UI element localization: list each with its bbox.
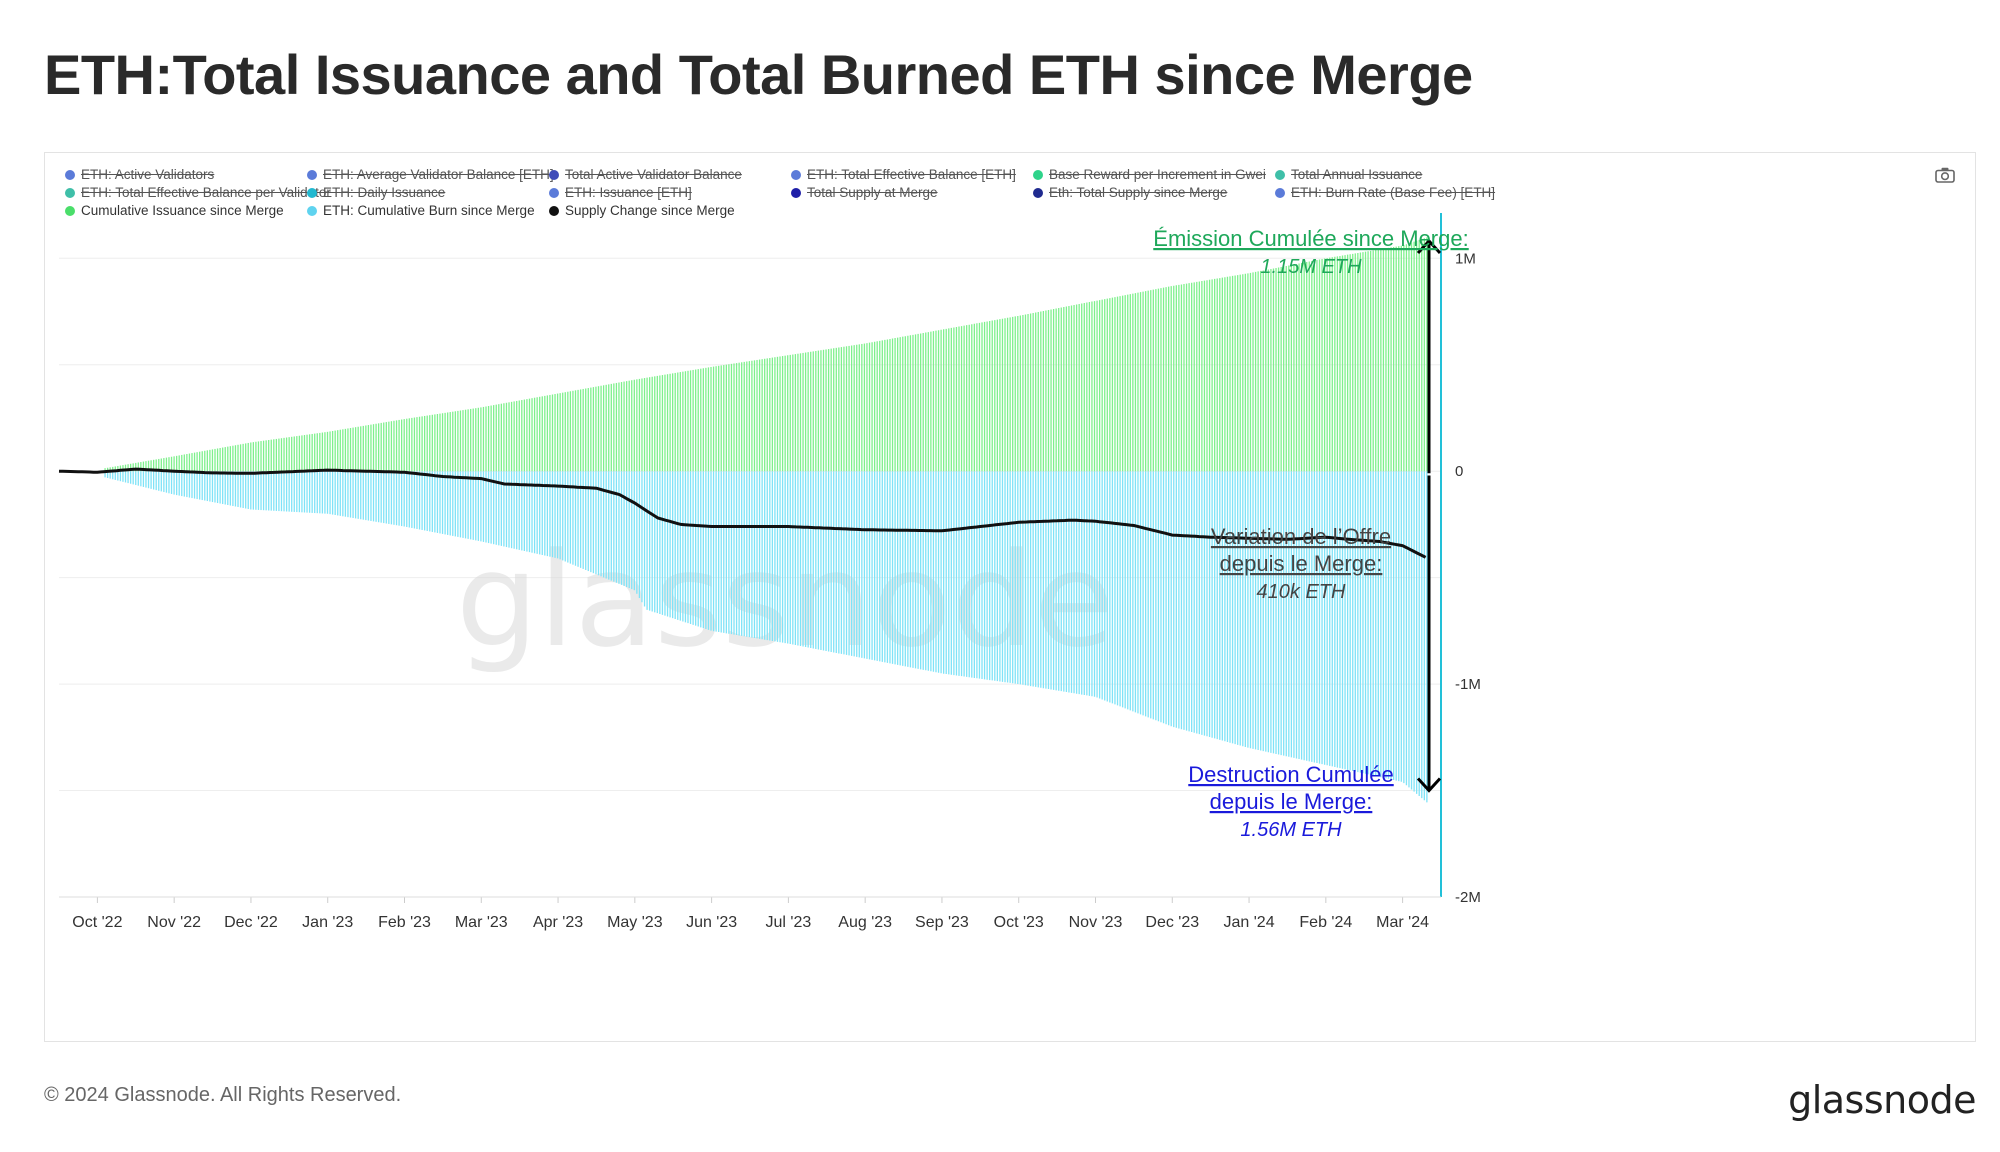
- x-tick-label: Dec '23: [1145, 914, 1199, 931]
- x-tick-label: Jun '23: [686, 914, 737, 931]
- legend-swatch: [65, 187, 75, 198]
- legend-item[interactable]: Total Supply at Merge: [791, 185, 938, 200]
- legend-swatch: [1033, 187, 1043, 198]
- legend-label: ETH: Average Validator Balance [ETH]: [323, 167, 554, 182]
- legend-item[interactable]: ETH: Active Validators: [65, 167, 214, 182]
- y-tick-label: -2M: [1455, 889, 1481, 906]
- legend-label: Total Annual Issuance: [1291, 167, 1423, 182]
- legend-label: Eth: Total Supply since Merge: [1049, 185, 1228, 200]
- legend-item[interactable]: ETH: Burn Rate (Base Fee) [ETH]: [1275, 185, 1495, 200]
- legend-swatch: [307, 205, 317, 216]
- chart-panel: ETH: Active Validators ETH: Average Valid…: [44, 152, 1976, 1042]
- legend-swatch: [307, 187, 317, 198]
- x-tick-label: Jan '24: [1224, 914, 1275, 931]
- x-tick-label: Oct '23: [994, 914, 1044, 931]
- x-tick-label: Aug '23: [838, 914, 892, 931]
- supply-change-line: [58, 467, 1427, 559]
- legend-swatch: [549, 205, 559, 216]
- legend-label: ETH: Active Validators: [81, 167, 215, 182]
- legend-swatch: [1275, 187, 1285, 198]
- x-tick-label: Apr '23: [533, 914, 583, 931]
- y-tick-label: 1M: [1455, 250, 1476, 267]
- legend-label: ETH: Total Effective Balance per Validat…: [81, 185, 331, 200]
- issuance-annotation-title: Émission Cumulée since Merge:: [1153, 226, 1468, 251]
- legend-swatch: [1033, 169, 1043, 180]
- legend-item[interactable]: ETH: Average Validator Balance [ETH]: [307, 167, 554, 182]
- page-title: ETH:Total Issuance and Total Burned ETH …: [44, 43, 1473, 106]
- legend-item[interactable]: Total Active Validator Balance: [549, 167, 742, 182]
- x-tick-label: Oct '22: [72, 914, 122, 931]
- x-tick-label: Jan '23: [302, 914, 353, 931]
- legend-label: Base Reward per Increment in Gwei: [1049, 167, 1266, 182]
- x-tick-label: Sep '23: [915, 914, 969, 931]
- legend-label: ETH: Issuance [ETH]: [565, 185, 692, 200]
- x-tick-label: May '23: [607, 914, 663, 931]
- x-tick-label: Nov '22: [147, 914, 201, 931]
- supply-annotation-title: depuis le Merge:: [1220, 551, 1383, 576]
- y-tick-label: 0: [1455, 463, 1463, 480]
- legend-label: ETH: Total Effective Balance [ETH]: [807, 167, 1016, 182]
- legend-item[interactable]: ETH: Issuance [ETH]: [549, 185, 692, 200]
- legend-swatch: [791, 187, 801, 198]
- legend-label: Total Supply at Merge: [807, 185, 938, 200]
- legend-swatch: [65, 205, 75, 216]
- legend-label: Cumulative Issuance since Merge: [81, 203, 284, 218]
- issuance-arrowhead: [1416, 238, 1442, 255]
- legend-item[interactable]: Total Annual Issuance: [1275, 167, 1422, 182]
- legend-swatch: [307, 169, 317, 180]
- x-tick-label: Mar '23: [455, 914, 508, 931]
- legend-label: Supply Change since Merge: [565, 203, 735, 218]
- legend-label: ETH: Burn Rate (Base Fee) [ETH]: [1291, 185, 1496, 200]
- footer-copyright: © 2024 Glassnode. All Rights Reserved.: [44, 1084, 402, 1106]
- burn-annotation-title: depuis le Merge:: [1210, 789, 1373, 814]
- legend-item[interactable]: ETH: Daily Issuance: [307, 185, 445, 200]
- legend-label: Total Active Validator Balance: [565, 167, 742, 182]
- legend-swatch: [65, 169, 75, 180]
- legend-swatch: [549, 169, 559, 180]
- x-tick-label: Feb '23: [378, 914, 431, 931]
- x-tick-label: Dec '22: [224, 914, 278, 931]
- legend-swatch: [1275, 169, 1285, 180]
- legend-item[interactable]: Eth: Total Supply since Merge: [1033, 185, 1227, 200]
- x-tick-label: Mar '24: [1376, 914, 1429, 931]
- y-tick-label: -1M: [1455, 676, 1481, 693]
- legend-item[interactable]: Base Reward per Increment in Gwei: [1033, 167, 1266, 182]
- legend-label: ETH: Cumulative Burn since Merge: [323, 203, 535, 218]
- supply-annotation-title: Variation de l’Offre: [1211, 524, 1391, 549]
- burn-arrowhead: [1416, 777, 1442, 793]
- issuance-annotation-value: 1.15M ETH: [1260, 256, 1362, 278]
- legend: ETH: Active Validators ETH: Average Valid…: [65, 163, 1925, 235]
- legend-item[interactable]: Supply Change since Merge: [549, 203, 735, 218]
- legend-label: ETH: Daily Issuance: [323, 185, 446, 200]
- x-tick-label: Feb '24: [1299, 914, 1352, 931]
- burn-annotation-value: 1.56M ETH: [1240, 819, 1342, 841]
- supply-annotation-value: 410k ETH: [1257, 581, 1346, 603]
- camera-icon[interactable]: [1935, 167, 1955, 183]
- legend-item[interactable]: ETH: Total Effective Balance per Validat…: [65, 185, 331, 200]
- legend-item[interactable]: ETH: Total Effective Balance [ETH]: [791, 167, 1016, 182]
- x-tick-label: Nov '23: [1069, 914, 1123, 931]
- legend-swatch: [549, 187, 559, 198]
- burn-annotation-title: Destruction Cumulée: [1188, 762, 1393, 787]
- legend-item[interactable]: Cumulative Issuance since Merge: [65, 203, 284, 218]
- legend-swatch: [791, 169, 801, 180]
- x-tick-label: Jul '23: [766, 914, 812, 931]
- glassnode-logo[interactable]: glassnode: [1788, 1078, 1976, 1122]
- legend-item[interactable]: ETH: Cumulative Burn since Merge: [307, 203, 535, 218]
